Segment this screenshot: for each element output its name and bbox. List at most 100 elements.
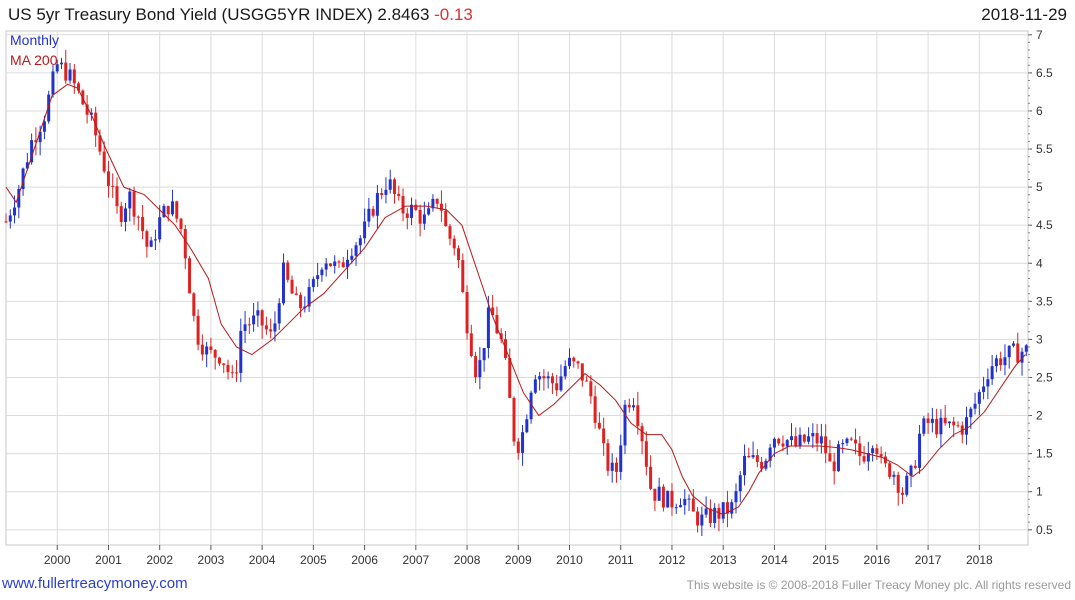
candle-body [264,325,268,330]
candle-body [132,191,136,217]
candle-body [299,294,303,309]
candle-body [209,346,213,351]
candle-body [644,441,648,467]
candle-body [871,448,875,454]
candle-body [546,376,550,379]
candle-body [879,454,883,457]
candle-body [781,443,785,447]
candle-body [371,208,375,216]
candle-body [700,514,704,526]
candle-body [136,216,140,218]
candle-body [725,502,729,514]
candle-body [533,379,537,393]
candle-body [294,293,298,295]
candle-body [469,333,473,357]
candle-body [568,357,572,367]
site-link[interactable]: www.fullertreacymoney.com [2,575,188,592]
candle-body [785,440,789,447]
candle-body [529,392,533,420]
y-tick-label: 6.5 [1036,66,1053,80]
candle-body [679,505,683,508]
candle-body [166,205,170,215]
candle-body [1024,345,1028,352]
candle-body [973,403,977,409]
candle-body [72,69,76,84]
candle-body [333,261,337,267]
candle-body [935,418,939,435]
candle-body [21,168,25,190]
candle-body [918,433,922,468]
candle-body [819,436,823,444]
x-tick-label: 2016 [864,553,891,567]
x-tick-label: 2010 [556,553,583,567]
candle-body [337,261,341,263]
candle-body [153,239,157,241]
y-tick-label: 1.5 [1036,447,1053,461]
candle-body [768,447,772,461]
candle-body [538,376,542,380]
candle-body [734,491,738,503]
candle-body [341,262,345,268]
candle-body [435,198,439,204]
candle-body [162,205,166,218]
candle-body [51,71,55,95]
title-text: US 5yr Treasury Bond Yield (USGG5YR INDE… [8,5,430,24]
candle-body [431,198,435,209]
candle-body [559,376,563,391]
plot-area [5,30,1029,546]
candle-body [205,346,209,355]
candle-body [610,462,614,471]
candle-body [999,358,1003,366]
candle-body [883,456,887,464]
candle-body [952,421,956,426]
candle-body [55,64,59,72]
candle-body [17,189,21,208]
candle-body [811,432,815,437]
candle-body [1003,357,1007,366]
candle-body [580,363,584,381]
candle-body [512,397,516,442]
candle-body [619,445,623,472]
candle-body [789,436,793,441]
candle-body [990,366,994,380]
candle-body [243,324,247,331]
candle-body [42,121,46,132]
candle-body [576,361,580,364]
candle-body [452,238,456,249]
candle-body [606,443,610,471]
candle-body [354,245,358,256]
candle-body [1007,345,1011,358]
candle-body [888,463,892,477]
candle-body [521,432,525,453]
candle-body [589,381,593,397]
y-tick-label: 6 [1036,104,1043,118]
candle-body [474,356,478,378]
candle-body [102,151,106,172]
candle-body [392,179,396,194]
candle-body [350,255,354,260]
candle-body [798,434,802,446]
candle-body [913,465,917,468]
candle-body [311,279,315,288]
candle-body [47,94,51,122]
candle-body [670,490,674,508]
candle-body [1016,343,1020,363]
candle-body [422,214,426,224]
change-value: -0.13 [434,5,473,24]
y-tick-label: 0.5 [1036,523,1053,537]
candle-body [200,344,204,355]
y-tick-label: 2 [1036,409,1043,423]
candle-body [115,186,119,207]
candle-body [149,240,153,247]
candle-body [994,358,998,367]
candle-body [106,171,110,186]
candle-body [516,441,520,453]
candle-body [730,502,734,514]
candle-body [98,135,102,152]
candle-body [986,379,990,387]
candle-body [77,83,81,91]
candle-body [30,140,34,163]
x-tick-label: 2018 [966,553,993,567]
candle-body [614,462,618,472]
